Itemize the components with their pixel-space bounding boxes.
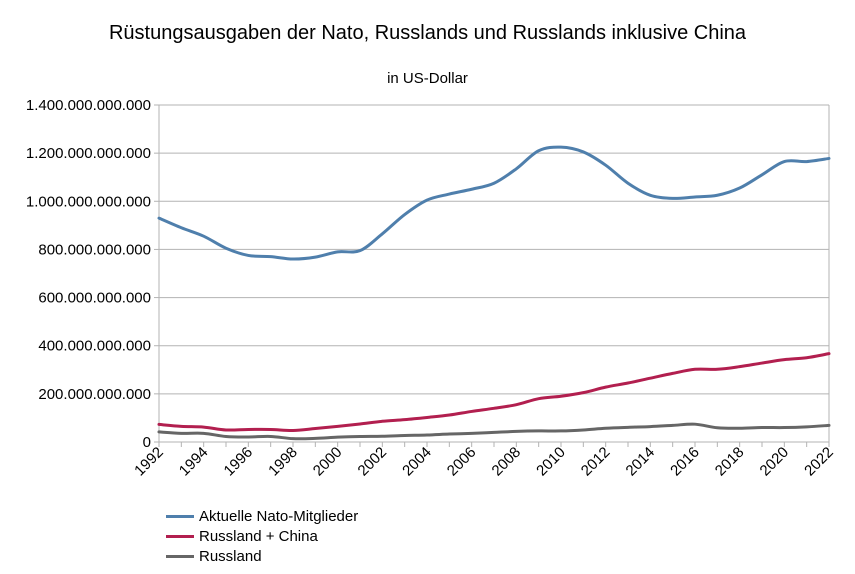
legend: Aktuelle Nato-Mitglieder Russland + Chin…	[166, 506, 358, 566]
x-axis-tick-labels: 1992 1994 1996 1998 2000 2002 2004 2006 2008 2010…	[131, 444, 837, 480]
x-tick-label-2010: 2010	[533, 444, 569, 480]
x-tick-label-2016: 2016	[667, 444, 703, 480]
x-tick-label-2004: 2004	[399, 444, 435, 480]
legend-swatch-nato	[166, 514, 194, 518]
x-tick-label-2008: 2008	[489, 444, 525, 480]
legend-label-russland-china: Russland + China	[199, 527, 318, 545]
legend-label-russland: Russland	[199, 547, 262, 565]
x-tick-label-1992: 1992	[131, 444, 167, 480]
x-tick-label-2014: 2014	[623, 444, 659, 480]
x-tick-label-2002: 2002	[355, 444, 391, 480]
x-tick-label-2006: 2006	[444, 444, 480, 480]
grid-lines	[154, 104, 830, 447]
y-tick-label-1: 200.000.000.000	[38, 386, 151, 403]
y-tick-label-7: 1.400.000.000.000	[26, 97, 151, 114]
chart-subtitle: in US-Dollar	[387, 70, 468, 87]
x-tick-label-2012: 2012	[578, 444, 614, 480]
y-tick-label-5: 1.000.000.000.000	[26, 193, 151, 210]
legend-item-russland-china: Russland + China	[166, 526, 358, 546]
y-tick-label-0: 0	[143, 434, 151, 451]
y-tick-label-4: 800.000.000.000	[38, 241, 151, 258]
series-line-russland-china	[157, 352, 831, 432]
chart-title: Rüstungsausgaben der Nato, Russlands und…	[108, 22, 747, 44]
legend-item-russland: Russland	[166, 546, 358, 566]
x-tick-label-2018: 2018	[712, 444, 748, 480]
x-tick-label-2020: 2020	[757, 444, 793, 480]
series-line-russland	[157, 422, 831, 441]
y-tick-label-2: 400.000.000.000	[38, 338, 151, 355]
legend-item-nato: Aktuelle Nato-Mitglieder	[166, 506, 358, 526]
legend-label-nato: Aktuelle Nato-Mitglieder	[199, 507, 359, 525]
x-tick-label-2022: 2022	[801, 444, 837, 480]
x-tick-label-1998: 1998	[265, 444, 301, 480]
y-tick-label-3: 600.000.000.000	[38, 290, 151, 307]
series-line-nato	[157, 145, 831, 261]
y-axis-tick-labels: 0 200.000.000.000 400.000.000.000 600.000.0…	[26, 97, 151, 451]
x-tick-label-1996: 1996	[221, 444, 257, 480]
y-tick-label-6: 1.200.000.000.000	[26, 145, 151, 162]
series-lines	[157, 145, 831, 441]
x-tick-label-2000: 2000	[310, 444, 346, 480]
legend-swatch-russland	[166, 554, 194, 558]
legend-swatch-russland-china	[166, 534, 194, 538]
x-tick-label-1994: 1994	[176, 444, 212, 480]
